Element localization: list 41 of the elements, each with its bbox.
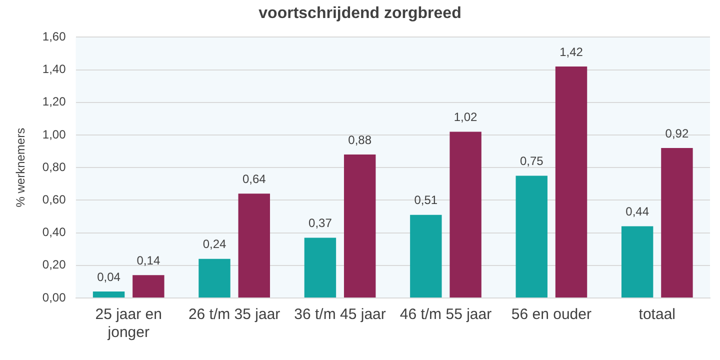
bar <box>661 148 693 298</box>
data-label: 0,92 <box>665 126 689 140</box>
y-tick-label: 1,00 <box>42 127 66 142</box>
y-axis-title: % werknemers <box>14 128 28 208</box>
y-tick-label: 1,60 <box>42 30 66 44</box>
x-tick-label: 46 t/m 55 jaar <box>400 306 492 324</box>
bar <box>92 291 125 298</box>
bar <box>238 194 270 298</box>
y-tick-label: 0,80 <box>42 160 66 174</box>
data-label: 0,64 <box>242 172 266 186</box>
y-tick-label: 0,60 <box>42 192 66 207</box>
y-tick-label: 1,20 <box>42 94 66 109</box>
data-label: 0,75 <box>520 154 544 168</box>
x-tick-label: 26 t/m 35 jaar <box>188 306 280 324</box>
bar <box>132 275 164 298</box>
x-tick-label: totaal <box>638 306 676 324</box>
data-label: 0,14 <box>136 253 160 268</box>
y-tick-label: 0,20 <box>42 258 66 272</box>
data-label: 0,44 <box>626 204 650 219</box>
data-label: 0,51 <box>414 193 438 208</box>
y-tick-label: 1,40 <box>42 62 66 76</box>
bar <box>450 132 482 298</box>
data-label: 0,04 <box>97 270 121 284</box>
x-tick-label: 25 jaar en jonger <box>95 306 162 342</box>
data-label: 0,37 <box>308 216 332 230</box>
data-label: 0,88 <box>348 132 372 147</box>
bar <box>555 66 588 298</box>
y-tick-label: 0,00 <box>42 290 66 304</box>
data-label: 0,24 <box>202 237 226 252</box>
y-tick-label: 0,40 <box>42 225 66 240</box>
bar <box>410 214 442 298</box>
bar <box>344 154 376 298</box>
data-label: 1,42 <box>560 44 584 59</box>
x-tick-label: 56 en ouder <box>511 306 592 324</box>
bar <box>304 238 336 298</box>
bar <box>198 258 230 298</box>
bar <box>621 226 654 298</box>
data-label: 1,02 <box>454 110 478 124</box>
bar <box>516 176 548 298</box>
chart-title: voortschrijdend zorgbreed <box>258 5 462 22</box>
x-tick-label: 36 t/m 45 jaar <box>294 306 386 324</box>
